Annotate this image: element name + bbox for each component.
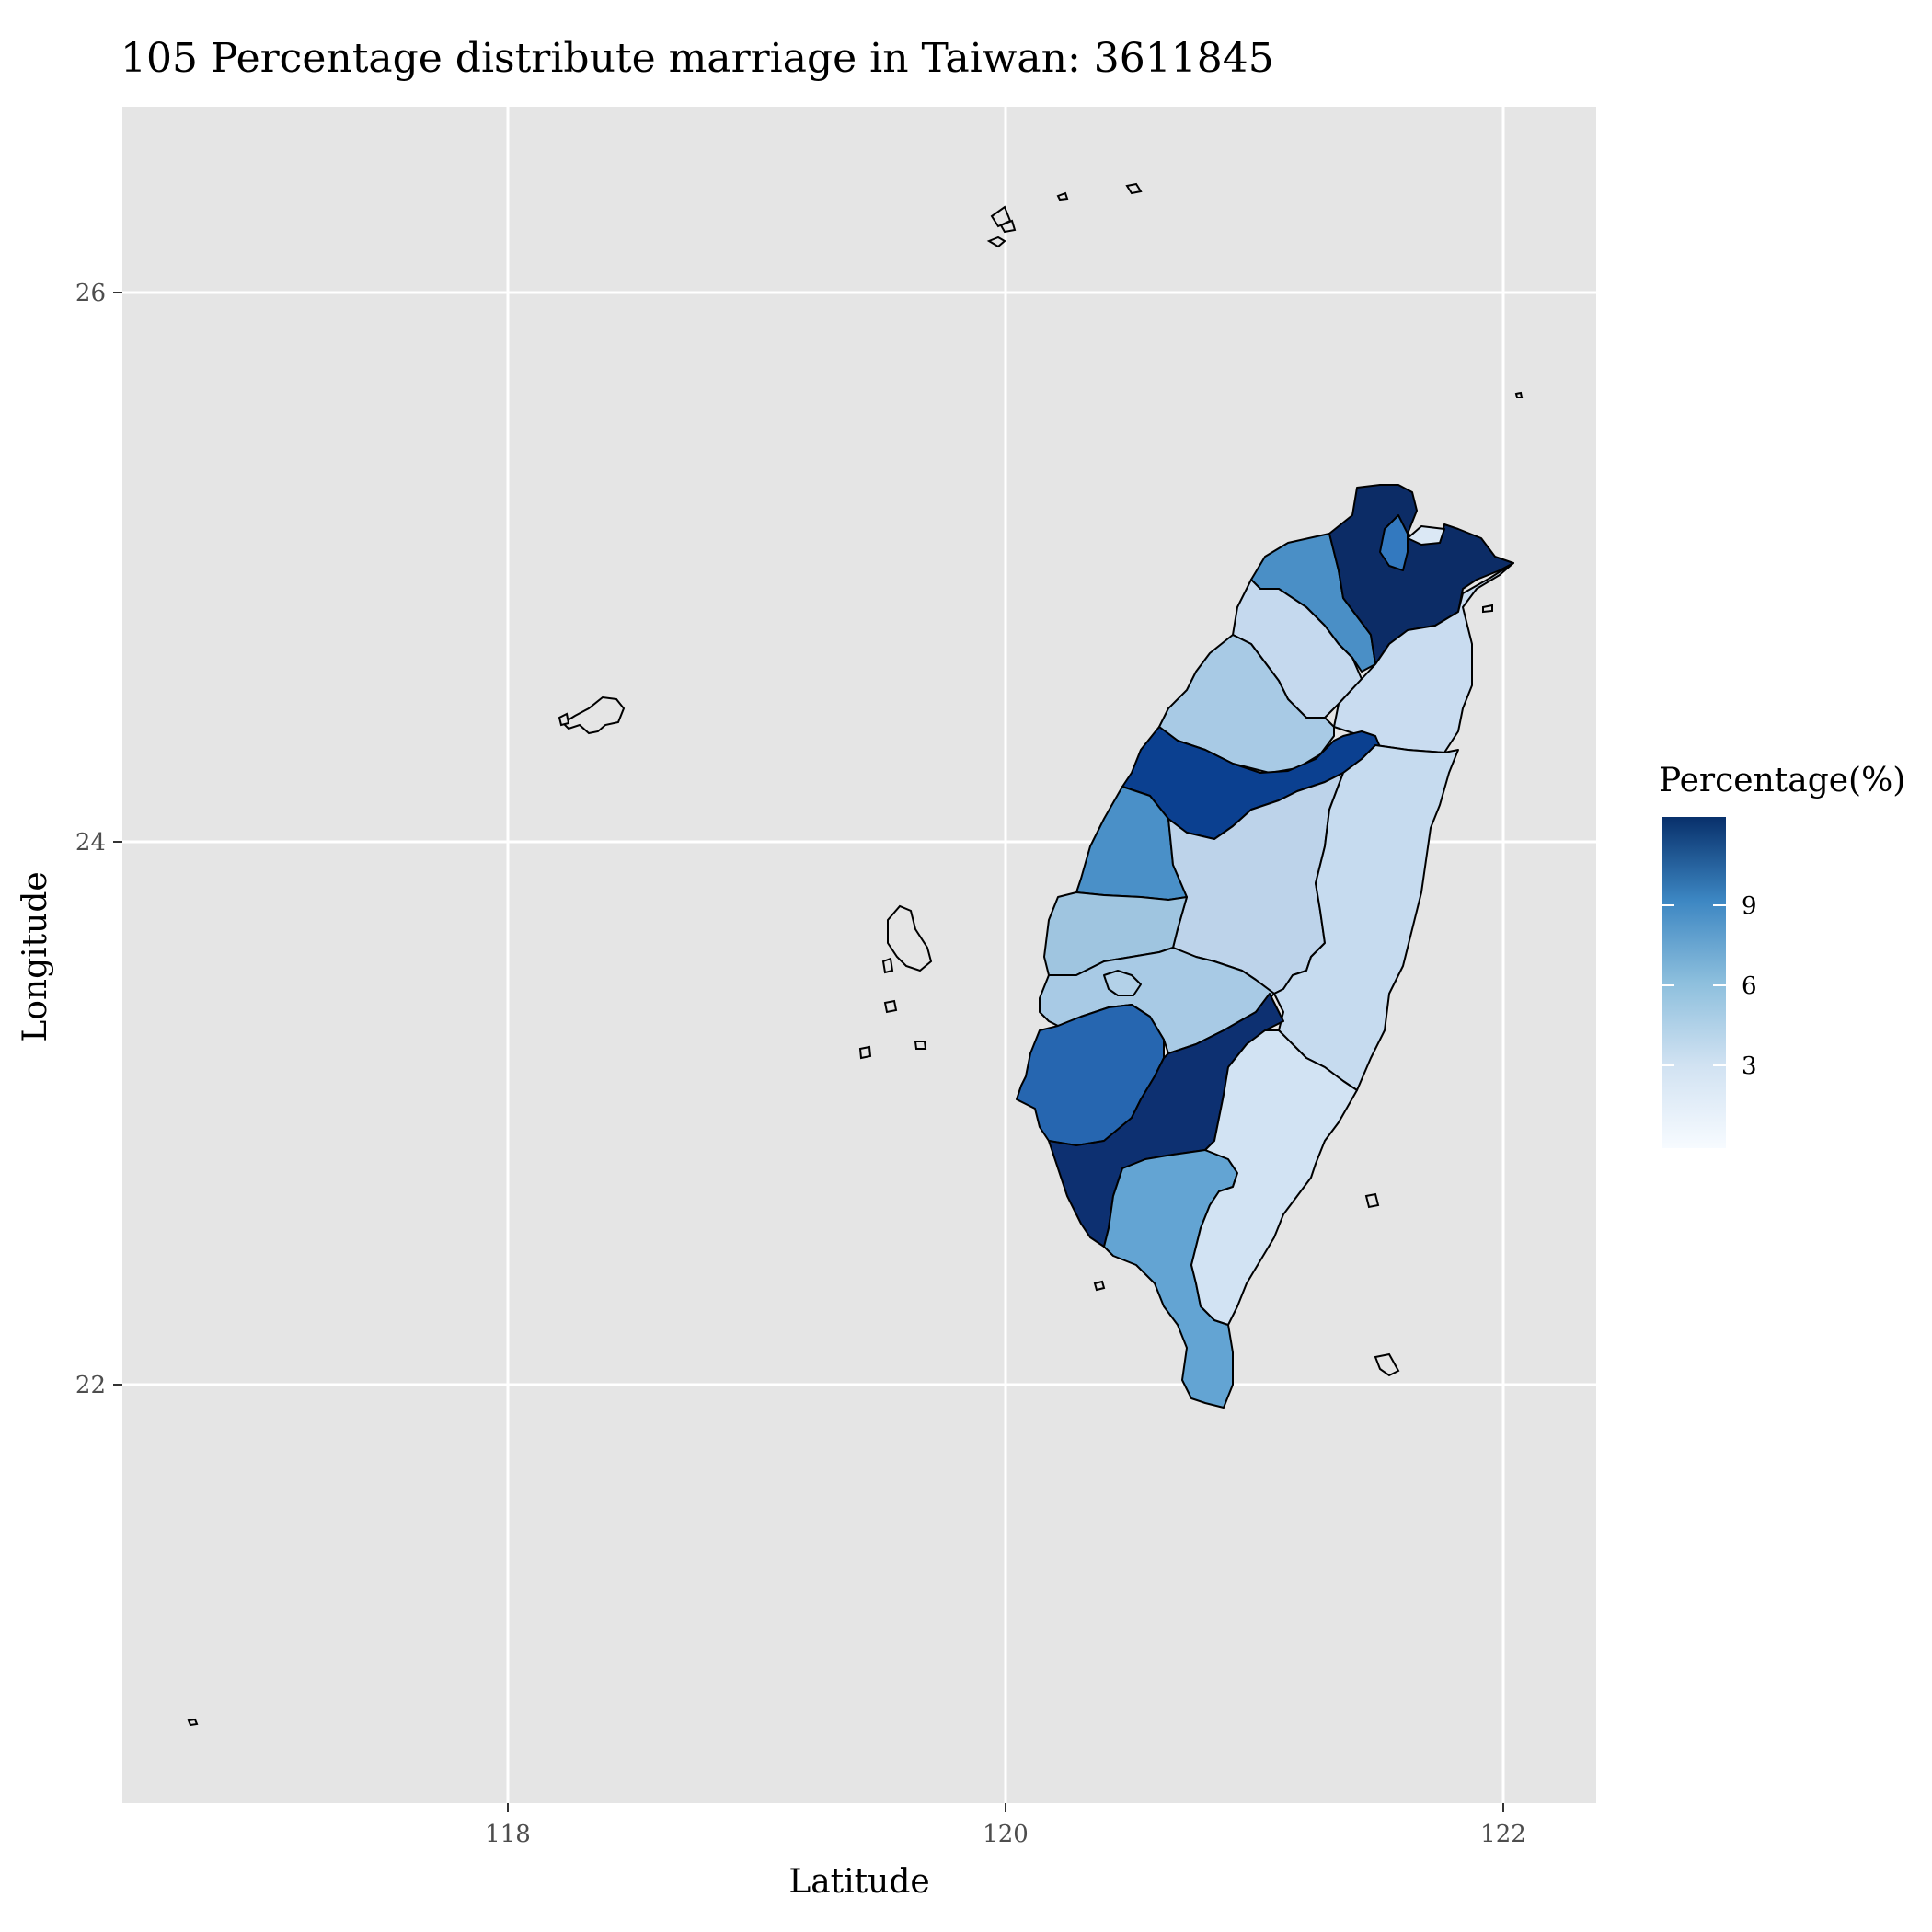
x-tick-label: 120 (983, 1821, 1029, 1848)
island-green-island (1364, 1192, 1380, 1209)
grid-lines (122, 107, 1596, 1803)
island-penghu (887, 904, 933, 972)
y-tick-label: 22 (75, 1372, 106, 1399)
legend-colorbar (1662, 817, 1726, 1148)
y-tick-label: 24 (75, 829, 106, 857)
county-regions (1016, 484, 1514, 1409)
axis-ticks (113, 292, 1504, 1812)
legend-label: 9 (1742, 892, 1757, 920)
island-penghu-small (881, 957, 894, 974)
legend-label: 6 (1742, 972, 1757, 1000)
region-chiayi-city (1103, 970, 1142, 996)
legend-title: Percentage(%) (1659, 762, 1905, 799)
island-kinmen (561, 696, 626, 735)
legend-label: 3 (1742, 1052, 1757, 1080)
island-guishan (1482, 604, 1493, 614)
island-matsu-1 (986, 236, 1006, 248)
legend: Percentage(%) 9 6 3 (1659, 762, 1905, 1148)
island-matsu-4 (1125, 182, 1143, 195)
island-pengjia (1514, 391, 1524, 398)
y-tick-label: 26 (75, 280, 106, 307)
island-penghu-south2 (858, 1045, 872, 1060)
x-axis-title: Latitude (788, 1863, 929, 1901)
x-tick-label: 118 (485, 1821, 531, 1848)
y-axis-title: Longitude (17, 871, 54, 1041)
x-tick-label: 122 (1480, 1821, 1526, 1848)
island-matsu-5 (1056, 191, 1069, 201)
island-liuqiu (1093, 1280, 1106, 1292)
island-penghu-south (883, 999, 898, 1014)
island-dongsha (187, 1718, 199, 1727)
chart-title: 105 Percentage distribute marriage in Ta… (121, 35, 1274, 82)
island-matsu-3 (999, 219, 1017, 234)
region-taipei (1379, 514, 1409, 571)
island-lieyu (558, 712, 570, 727)
island-orchid-island (1374, 1352, 1400, 1377)
region-keelung (1407, 525, 1445, 546)
region-new-taipei (1328, 484, 1514, 665)
region-taitung (1190, 1029, 1358, 1326)
offshore-islands (187, 182, 1524, 1727)
island-penghu-south3 (914, 1041, 927, 1050)
